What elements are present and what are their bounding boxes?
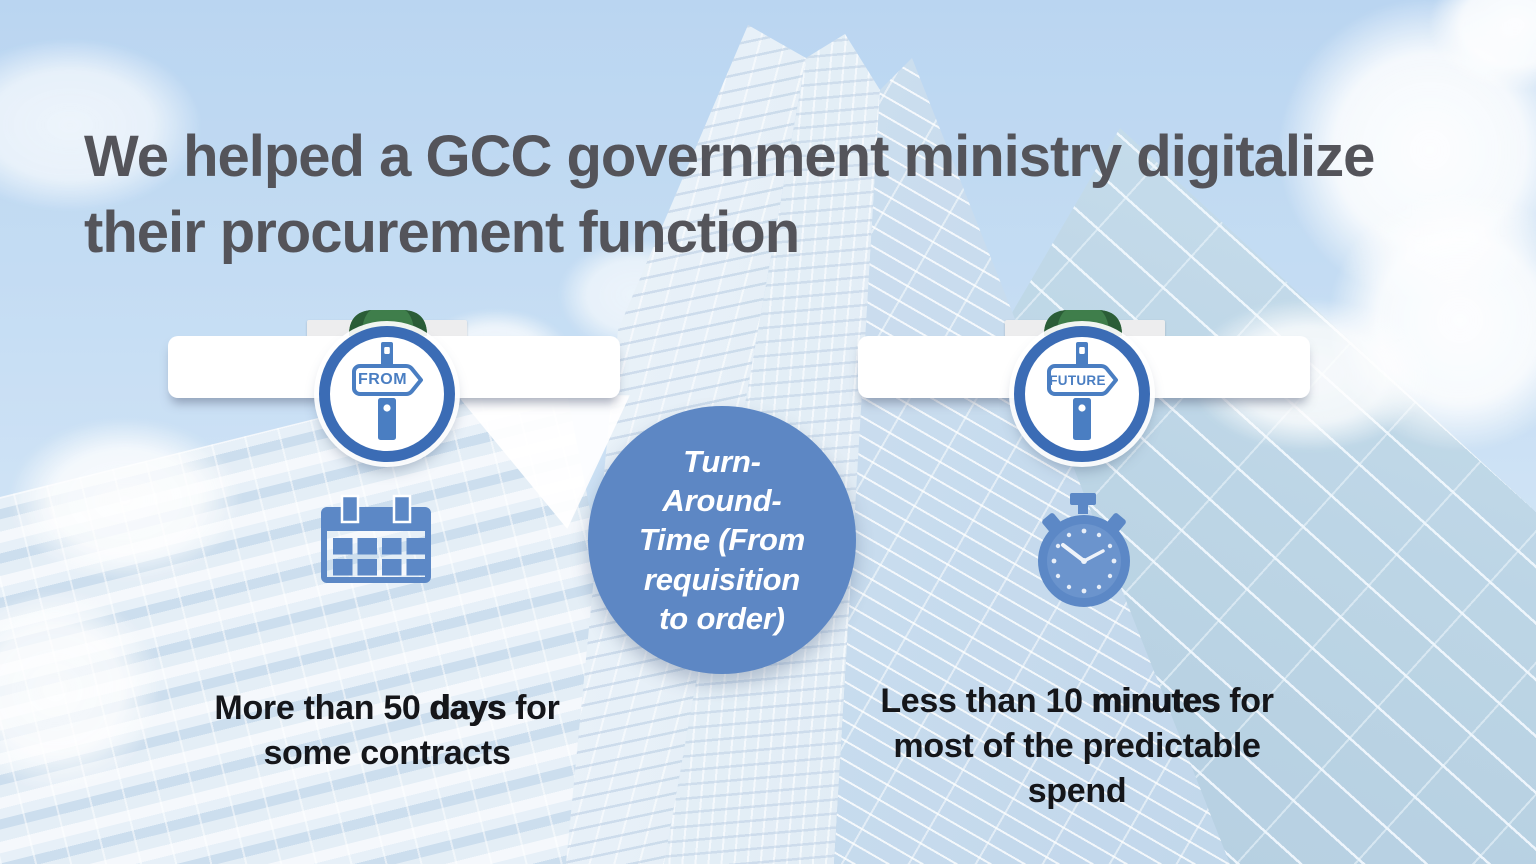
future-sign-label: FUTURE xyxy=(1049,373,1106,388)
signpost-icon xyxy=(352,342,423,440)
from-caption-prefix: More than 50 xyxy=(214,689,430,727)
from-badge: FROM xyxy=(319,326,455,462)
turnaround-time-text: Turn- Around- Time (From requisition to … xyxy=(638,443,806,637)
page-title: We helped a GCC government ministry digi… xyxy=(84,119,1484,272)
future-caption: Less than 10 minutes for most of the pre… xyxy=(877,679,1277,814)
from-caption: More than 50 days for some contracts xyxy=(172,686,602,776)
from-caption-highlight: days xyxy=(429,689,507,727)
cloud xyxy=(10,420,240,580)
page-title-line1: We helped a GCC government ministry digi… xyxy=(84,123,1375,189)
future-badge: FUTURE xyxy=(1014,326,1150,462)
future-caption-prefix: Less than 10 xyxy=(880,682,1092,720)
signpost-icon xyxy=(1047,342,1118,440)
calendar-icon xyxy=(321,494,431,583)
future-caption-suffix: for most of the predictable spend xyxy=(893,682,1274,810)
stopwatch-icon xyxy=(1038,493,1130,607)
future-caption-highlight: minutes xyxy=(1091,682,1221,720)
from-sign-label: FROM xyxy=(357,371,408,388)
from-caption-suffix: for some contracts xyxy=(263,689,560,772)
page-title-line2: their procurement function xyxy=(84,200,800,266)
turnaround-time-circle: Turn- Around- Time (From requisition to … xyxy=(588,406,856,674)
cloud xyxy=(0,40,200,210)
